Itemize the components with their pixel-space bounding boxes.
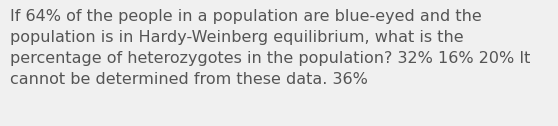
Text: If 64% of the people in a population are blue-eyed and the
population is in Hard: If 64% of the people in a population are… (10, 9, 531, 87)
